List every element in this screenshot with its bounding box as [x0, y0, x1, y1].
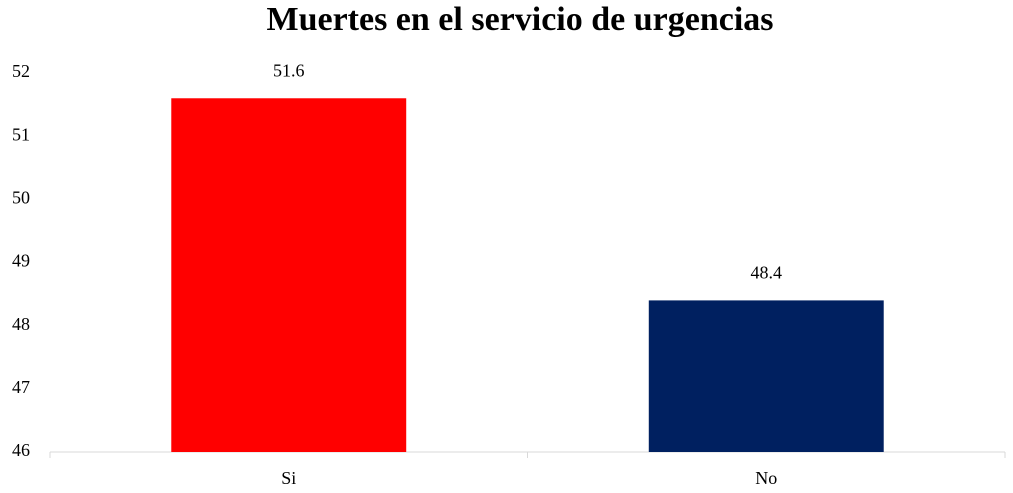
y-tick-label: 51 [12, 124, 30, 144]
y-tick-label: 49 [12, 251, 30, 271]
data-label: 48.4 [751, 263, 783, 283]
y-tick-label: 48 [12, 314, 30, 334]
bar [171, 98, 407, 453]
chart-title: Muertes en el servicio de urgencias [266, 1, 773, 38]
bar [648, 300, 884, 452]
y-tick-label: 52 [12, 61, 30, 81]
x-tick-label: No [755, 468, 777, 488]
y-tick-label: 50 [12, 187, 30, 207]
data-label: 51.6 [273, 60, 305, 80]
y-tick-label: 47 [12, 377, 30, 397]
y-tick-label: 46 [12, 440, 30, 460]
x-tick-label: Si [281, 468, 296, 488]
